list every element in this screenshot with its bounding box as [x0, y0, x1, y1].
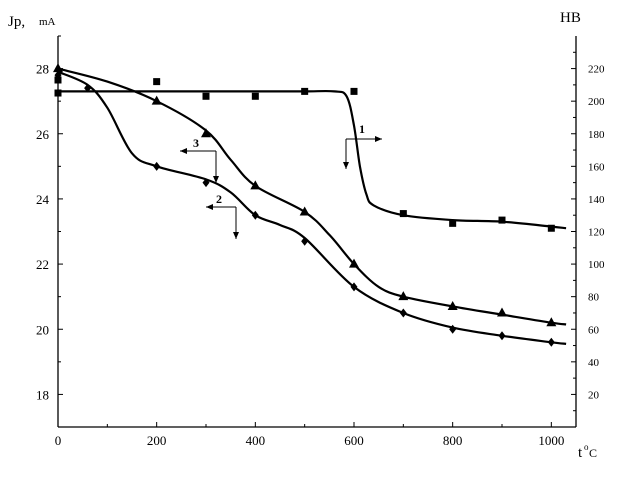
series-2-point — [202, 178, 210, 188]
series-1-point — [202, 92, 210, 100]
series-1-point — [251, 92, 259, 100]
series-3-point — [349, 258, 359, 268]
series-3-point — [299, 206, 310, 216]
ticks: 0 200 400 600 800 1000 18 20 22 24 26 28 20 40 60 80 100… — [36, 35, 605, 448]
series-1-point — [350, 87, 358, 95]
series-2-point — [153, 161, 161, 171]
x-axis-title: t o C — [578, 442, 597, 461]
annotation-arrowhead — [233, 232, 239, 239]
series-1-line — [58, 89, 567, 230]
y-right-tick-label: 140 — [588, 194, 605, 206]
series-2-point — [301, 236, 309, 246]
left-axis-title-unit: mA — [39, 16, 56, 28]
series-label: 2 — [216, 192, 222, 206]
series-2-point — [251, 210, 259, 220]
left-axis-title: Jp, mA — [8, 14, 56, 30]
left-axis-title-main: Jp, — [8, 14, 25, 30]
x-axis-title-sup: o — [584, 442, 589, 452]
y-left-tick-label: 24 — [36, 192, 50, 207]
x-tick-label: 1000 — [538, 433, 564, 448]
curve-annotations: 1 3 2 — [180, 122, 382, 239]
x-tick-label: 600 — [344, 433, 364, 448]
curves — [57, 67, 567, 345]
y-right-tick-label: 100 — [588, 259, 605, 271]
series-3-point — [250, 180, 261, 190]
y-right-tick-label: 180 — [588, 129, 605, 141]
series-2-point — [84, 83, 92, 93]
series-3-point — [497, 307, 507, 317]
series-3-point — [447, 300, 458, 310]
y-right-tick-label: 40 — [588, 357, 600, 369]
series-2-point — [449, 324, 457, 334]
annotation-arrowhead — [206, 204, 213, 210]
x-axis-title-main: t — [578, 445, 583, 461]
x-tick-label: 200 — [147, 433, 167, 448]
series-1-point — [301, 87, 309, 95]
y-right-tick-label: 20 — [588, 389, 600, 401]
annotation-arrowhead — [343, 162, 349, 169]
series-2-point — [547, 337, 555, 347]
y-left-tick-label: 26 — [36, 127, 50, 142]
series-1-point — [399, 210, 407, 218]
y-right-tick-label: 120 — [588, 227, 605, 239]
right-axis-title: HB — [560, 10, 581, 26]
series-2-point — [498, 331, 506, 341]
y-left-tick-label: 18 — [36, 387, 49, 402]
series-2-point — [350, 282, 358, 292]
series-1-point — [449, 219, 457, 227]
axes — [57, 36, 577, 428]
series-3-point — [201, 128, 211, 138]
series-label: 3 — [193, 136, 199, 150]
annotation-arrowhead — [180, 148, 187, 154]
series-3-line — [57, 67, 567, 326]
y-right-tick-label: 220 — [588, 64, 605, 76]
y-left-tick-label: 20 — [36, 322, 49, 337]
y-left-tick-label: 28 — [36, 62, 49, 77]
series-3-annotation: 3 — [180, 136, 219, 183]
x-tick-label: 800 — [443, 433, 463, 448]
y-left-tick-label: 22 — [36, 257, 49, 272]
y-right-tick-label: 160 — [588, 161, 605, 173]
series-2-annotation: 2 — [206, 192, 239, 239]
x-tick-label: 0 — [55, 433, 62, 448]
series-3-point — [151, 95, 162, 105]
series-3-point — [546, 317, 557, 327]
series-1-point — [153, 78, 161, 86]
series-1-point — [498, 216, 506, 224]
annotation-arrowhead — [213, 176, 219, 183]
series-2-line — [57, 70, 567, 345]
y-right-tick-label: 80 — [588, 292, 600, 304]
annotation-arrowhead — [375, 136, 382, 142]
series-label: 1 — [359, 122, 365, 136]
series-2-point — [399, 308, 407, 318]
series-1-point — [54, 89, 62, 97]
x-axis-title-sub: C — [589, 446, 597, 460]
y-right-tick-label: 60 — [588, 324, 600, 336]
markers — [53, 63, 557, 347]
series-2-point — [54, 70, 62, 80]
series-3-point — [53, 63, 63, 73]
y-right-tick-label: 200 — [588, 96, 605, 108]
series-1-point — [54, 76, 62, 84]
series-1-point — [547, 224, 555, 232]
series-1-annotation: 1 — [343, 122, 382, 169]
x-tick-label: 400 — [246, 433, 266, 448]
series-3-point — [398, 291, 409, 301]
